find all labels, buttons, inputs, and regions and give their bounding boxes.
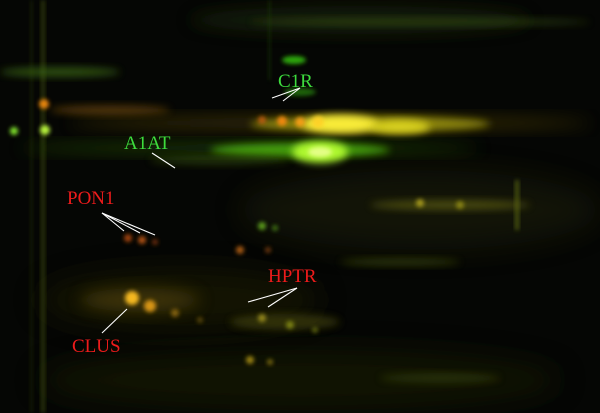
clus-spots bbox=[80, 288, 203, 323]
hptr-spots bbox=[230, 314, 340, 333]
pon1-pointer bbox=[101, 212, 156, 236]
label-pon1: PON1 bbox=[67, 188, 115, 209]
c1r-pointer bbox=[271, 87, 301, 99]
label-a1at: A1AT bbox=[124, 133, 171, 154]
pon1-pointer bbox=[101, 212, 125, 232]
pon1-spots bbox=[124, 234, 158, 245]
label-hptr: HPTR bbox=[268, 266, 317, 287]
pon1-pointer bbox=[101, 212, 141, 234]
label-clus: CLUS bbox=[72, 336, 121, 357]
mid-spots bbox=[236, 199, 530, 266]
c1r-band bbox=[39, 99, 590, 134]
hptr-pointer bbox=[267, 287, 298, 308]
label-c1r: C1R bbox=[278, 71, 313, 92]
bottom-spots bbox=[246, 356, 500, 383]
c1r-pointer bbox=[282, 87, 301, 102]
pointer-lines bbox=[101, 87, 301, 334]
top-band bbox=[0, 18, 590, 96]
hptr-pointer bbox=[247, 287, 298, 303]
a1at-band bbox=[10, 125, 480, 165]
clus-pointer bbox=[101, 308, 128, 334]
a1at-pointer bbox=[151, 152, 176, 169]
